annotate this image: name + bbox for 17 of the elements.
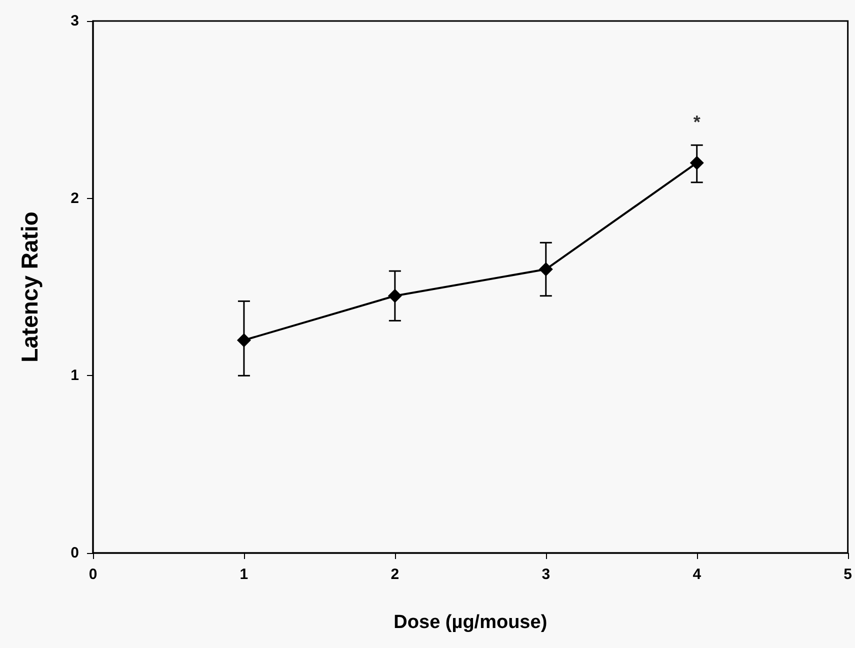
point — [538, 262, 553, 276]
point — [690, 156, 704, 170]
y-tick-label: 0 — [70, 544, 79, 562]
x-tick-label: 0 — [88, 566, 98, 583]
y-tick-label: 1 — [70, 367, 79, 384]
y-tick-label: 3 — [70, 12, 79, 30]
point — [236, 333, 251, 348]
x-tick-label: 2 — [390, 566, 400, 583]
y-axis-title: Latency Ratio — [16, 212, 42, 362]
annotation: * — [693, 112, 700, 132]
x-tick-label: 1 — [240, 566, 248, 583]
x-tick-label: 3 — [542, 566, 550, 583]
x-axis-title: Dose (µg/mouse) — [394, 612, 548, 633]
x-tick-label: 4 — [692, 566, 702, 583]
y-tick-label: 2 — [70, 190, 79, 207]
point — [388, 288, 402, 303]
x-tick-label: 5 — [844, 566, 852, 583]
